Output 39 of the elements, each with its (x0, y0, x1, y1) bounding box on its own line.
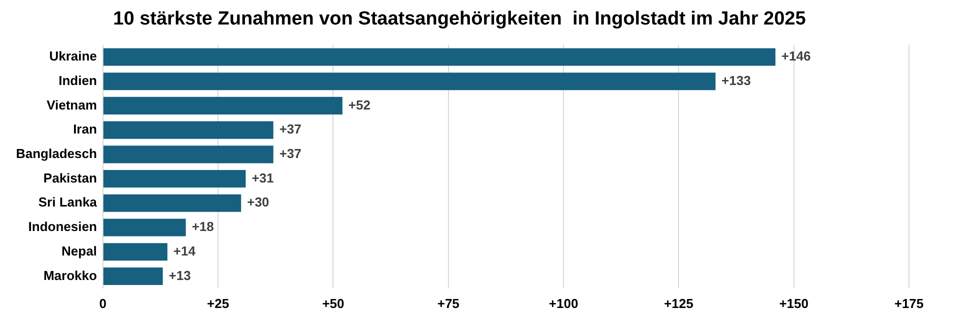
x-tick-label: +125 (664, 296, 694, 311)
y-tick-label: Iran (73, 122, 97, 137)
chart-title: 10 stärkste Zunahmen von Staatsangehörigkeiten in Ingolstadt im Jahr 2025 (113, 8, 806, 30)
bar (103, 243, 168, 261)
y-tick-label: Bangladesch (16, 146, 97, 161)
y-tick-label: Marokko (43, 268, 97, 283)
data-label: +37 (279, 122, 302, 137)
bar (103, 146, 274, 164)
data-label: +133 (722, 72, 751, 88)
y-tick-label: Nepal (62, 243, 97, 258)
data-label: +31 (252, 170, 274, 186)
x-tick-label: +25 (207, 296, 230, 311)
y-tick-label: Ukraine (49, 48, 97, 64)
data-label: +37 (279, 146, 302, 161)
bar (103, 121, 274, 139)
x-tick-label: +175 (894, 296, 924, 311)
bar (103, 267, 163, 285)
data-label: +52 (348, 97, 370, 112)
bar (103, 218, 186, 236)
x-tick-label: 0 (99, 296, 107, 311)
data-label: +146 (781, 48, 811, 64)
y-tick-label: Vietnam (46, 97, 97, 112)
x-tick-label: +75 (437, 296, 460, 311)
x-tick-label: +50 (322, 296, 344, 311)
data-label: +13 (168, 268, 191, 283)
bar (103, 72, 716, 90)
data-label: +18 (192, 219, 214, 234)
bar (103, 194, 242, 212)
y-tick-label: Pakistan (43, 170, 97, 186)
bar (103, 96, 342, 114)
y-tick-label: Sri Lanka (38, 194, 98, 210)
y-tick-label: Indonesien (28, 219, 97, 234)
bar (103, 170, 246, 188)
x-tick-label: +100 (548, 296, 578, 311)
data-label: +14 (173, 243, 196, 258)
y-tick-label: Indien (58, 72, 97, 88)
x-tick-label: +150 (779, 296, 808, 311)
bar (103, 48, 776, 66)
data-label: +30 (247, 194, 270, 210)
